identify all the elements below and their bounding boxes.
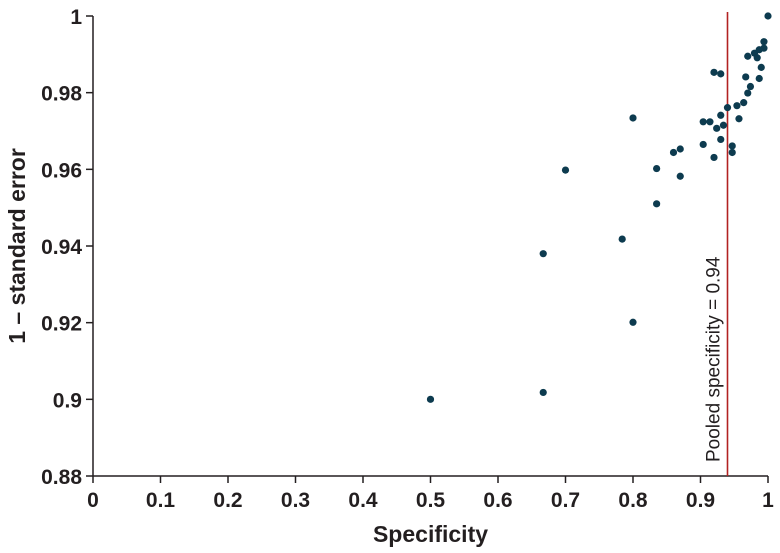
x-tick-label: 0.3: [281, 489, 310, 512]
x-tick-label: 0.6: [483, 489, 512, 512]
y-tick-label: 0.9: [53, 389, 82, 412]
x-tick-label: 0.2: [213, 489, 242, 512]
data-point: [710, 68, 718, 76]
data-point: [723, 104, 732, 112]
y-tick-label: 0.96: [41, 159, 82, 182]
data-points: [426, 12, 772, 403]
axes-layer: [92, 16, 768, 477]
data-point: [618, 235, 626, 243]
x-tick-label: 0.5: [416, 489, 446, 512]
x-tick-label: 0.1: [146, 489, 176, 512]
data-point: [728, 142, 736, 150]
data-point: [717, 111, 725, 119]
data-point: [629, 114, 637, 122]
x-tick-label: 1: [762, 489, 774, 512]
data-point: [629, 318, 637, 326]
data-point: [653, 200, 661, 208]
data-point: [728, 148, 736, 157]
data-point: [740, 99, 748, 107]
data-point: [539, 250, 547, 258]
data-point: [755, 74, 763, 83]
x-axis-title: Specificity: [373, 521, 488, 547]
data-point: [746, 82, 755, 91]
data-point: [760, 44, 768, 52]
data-point: [719, 121, 728, 129]
y-tick-label: 0.88: [41, 466, 82, 489]
x-tick-label: 0.9: [686, 489, 715, 512]
data-point: [676, 145, 684, 153]
data-point: [426, 395, 435, 403]
data-point: [733, 102, 741, 110]
data-point: [561, 166, 570, 174]
x-ticks: 0 0.1 0.2 0.3 0.4 0.5 0.6 0.7 0.8 0.9 1: [87, 476, 774, 512]
data-point: [760, 38, 768, 46]
x-tick-label: 0.8: [618, 489, 648, 512]
data-point: [699, 118, 707, 126]
data-point: [699, 140, 707, 149]
y-tick-label: 0.94: [41, 236, 82, 259]
data-point: [742, 73, 750, 81]
x-tick-label: 0.4: [348, 489, 378, 512]
pooled-specificity-label: Pooled specificity = 0.94: [704, 256, 725, 462]
y-tick-label: 1: [70, 6, 82, 29]
data-point: [653, 164, 661, 173]
data-point: [717, 135, 725, 144]
data-point: [764, 12, 772, 20]
y-tick-label: 0.92: [41, 313, 82, 336]
data-point: [744, 89, 752, 97]
data-point: [706, 118, 714, 126]
data-point: [710, 153, 718, 162]
y-ticks: 0.88 0.9 0.92 0.94 0.96 0.98 1: [41, 6, 93, 489]
y-axis-title: 1 – standard error: [4, 148, 30, 344]
data-point: [735, 115, 743, 123]
data-point: [676, 172, 684, 180]
data-point: [539, 388, 547, 397]
x-tick-label: 0.7: [551, 489, 580, 512]
data-point: [757, 63, 765, 71]
y-tick-label: 0.98: [41, 83, 82, 106]
data-point: [753, 54, 761, 62]
x-tick-label: 0: [87, 489, 99, 512]
data-point: [717, 70, 725, 78]
data-point: [669, 148, 678, 157]
data-point: [744, 52, 752, 60]
data-point: [713, 124, 721, 132]
